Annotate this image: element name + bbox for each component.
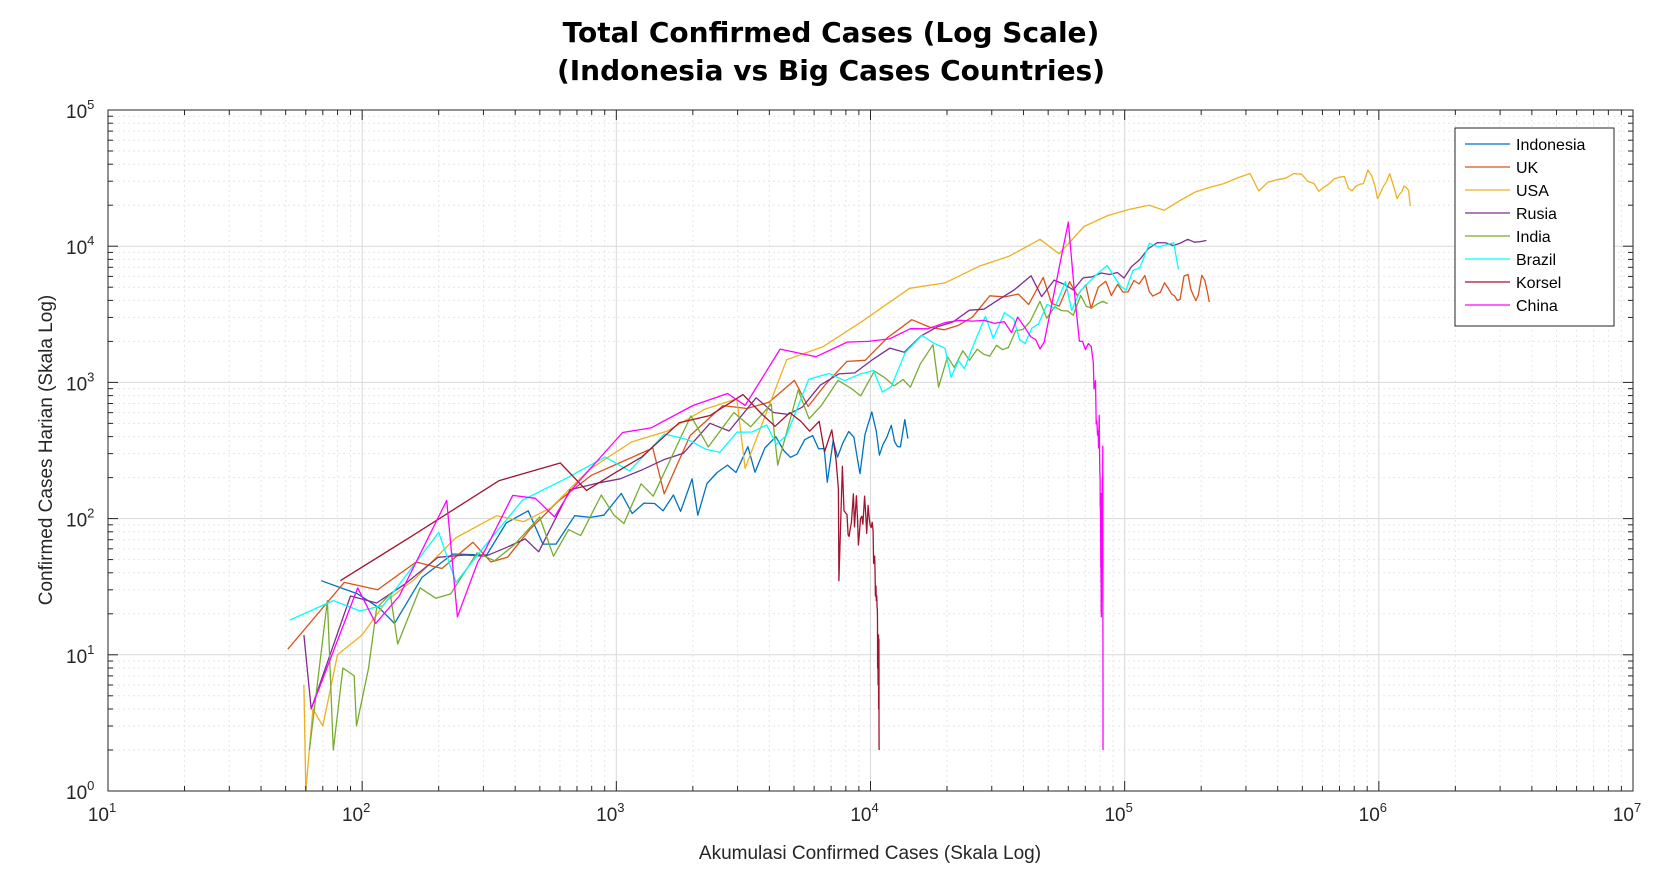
x-tick-label: 107 [1613,800,1641,826]
grid-layer [108,110,1633,791]
y-tick-label: 100 [66,778,94,804]
series-line-india [308,294,1108,751]
y-tick-label: 104 [66,233,94,259]
legend-label: China [1516,298,1558,315]
legend-label: Rusia [1516,206,1557,223]
chart-title-line-2: (Indonesia vs Big Cases Countries) [556,54,1106,87]
y-tick-label: 101 [66,642,94,668]
y-axis-label: Confirmed Cases Harian (Skala Log) [36,295,57,605]
x-tick-label: 102 [342,800,370,826]
x-tick-label: 104 [850,800,878,826]
x-tick-label: 101 [88,800,116,826]
x-tick-label: 103 [596,800,624,826]
legend-label: USA [1516,183,1549,200]
series-line-usa [303,169,1411,792]
x-axis-label: Akumulasi Confirmed Cases (Skala Log) [699,843,1041,864]
legend-label: Indonesia [1516,137,1585,154]
x-tick-label: 105 [1104,800,1132,826]
legend-label: India [1516,229,1551,246]
series-layer [287,169,1411,792]
series-line-korsel [339,393,880,751]
legend-label: Korsel [1516,275,1561,292]
y-tick-label: 105 [66,97,94,123]
y-tick-label: 102 [66,506,94,532]
legend-box [1454,127,1615,327]
chart-title: Total Confirmed Cases (Log Scale) (Indon… [0,14,1662,90]
legend: Indonesia UK USA Rusia India Brazil Korsel Chin… [1454,127,1615,327]
x-tick-label: 106 [1359,800,1387,826]
legend-label: UK [1516,160,1539,177]
series-line-china [310,221,1104,750]
legend-label: Brazil [1516,252,1556,269]
y-tick-label: 103 [66,369,94,395]
chart-title-line-1: Total Confirmed Cases (Log Scale) [562,16,1100,49]
series-line-brazil [289,242,1180,621]
